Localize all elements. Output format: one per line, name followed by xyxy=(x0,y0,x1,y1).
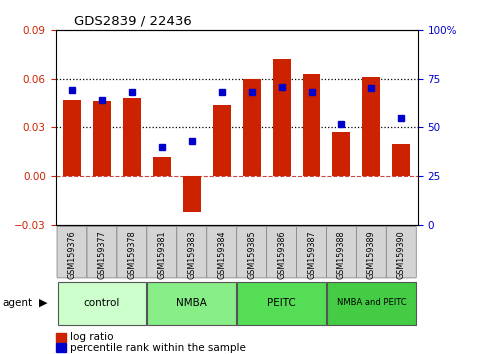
Text: ▶: ▶ xyxy=(39,298,47,308)
Text: GSM159376: GSM159376 xyxy=(68,231,76,279)
Bar xyxy=(63,100,81,176)
Bar xyxy=(327,282,416,325)
Bar xyxy=(147,282,236,325)
Text: agent: agent xyxy=(2,298,32,308)
FancyBboxPatch shape xyxy=(207,227,237,278)
Text: GSM159389: GSM159389 xyxy=(367,231,376,279)
FancyBboxPatch shape xyxy=(356,227,386,278)
Text: GSM159390: GSM159390 xyxy=(397,231,406,279)
FancyBboxPatch shape xyxy=(386,227,416,278)
Text: log ratio: log ratio xyxy=(70,332,114,342)
Text: GSM159388: GSM159388 xyxy=(337,231,346,279)
Text: control: control xyxy=(84,298,120,308)
Text: GSM159381: GSM159381 xyxy=(157,231,166,279)
Text: GSM159378: GSM159378 xyxy=(128,231,136,279)
Text: GSM159383: GSM159383 xyxy=(187,231,196,279)
Text: GSM159386: GSM159386 xyxy=(277,231,286,279)
FancyBboxPatch shape xyxy=(297,227,327,278)
Text: NMBA and PEITC: NMBA and PEITC xyxy=(337,298,406,307)
Bar xyxy=(153,156,171,176)
FancyBboxPatch shape xyxy=(147,227,177,278)
Bar xyxy=(332,132,351,176)
Text: GSM159387: GSM159387 xyxy=(307,231,316,279)
Bar xyxy=(302,74,321,176)
Bar xyxy=(237,282,326,325)
FancyBboxPatch shape xyxy=(177,227,207,278)
Bar xyxy=(242,79,261,176)
Bar xyxy=(362,77,381,176)
Text: GSM159384: GSM159384 xyxy=(217,231,226,279)
Bar xyxy=(57,282,146,325)
FancyBboxPatch shape xyxy=(117,227,147,278)
Bar xyxy=(123,98,141,176)
Text: PEITC: PEITC xyxy=(267,298,296,308)
Bar xyxy=(213,105,231,176)
FancyBboxPatch shape xyxy=(237,227,267,278)
Bar xyxy=(183,176,201,212)
Text: GDS2839 / 22436: GDS2839 / 22436 xyxy=(73,15,191,28)
Text: GSM159377: GSM159377 xyxy=(98,231,106,279)
Text: GSM159385: GSM159385 xyxy=(247,231,256,279)
FancyBboxPatch shape xyxy=(87,227,117,278)
Bar xyxy=(93,102,111,176)
FancyBboxPatch shape xyxy=(57,227,87,278)
Text: NMBA: NMBA xyxy=(176,298,207,308)
Bar xyxy=(392,144,411,176)
FancyBboxPatch shape xyxy=(267,227,297,278)
Bar xyxy=(272,59,291,176)
FancyBboxPatch shape xyxy=(327,227,356,278)
Text: percentile rank within the sample: percentile rank within the sample xyxy=(70,343,246,353)
